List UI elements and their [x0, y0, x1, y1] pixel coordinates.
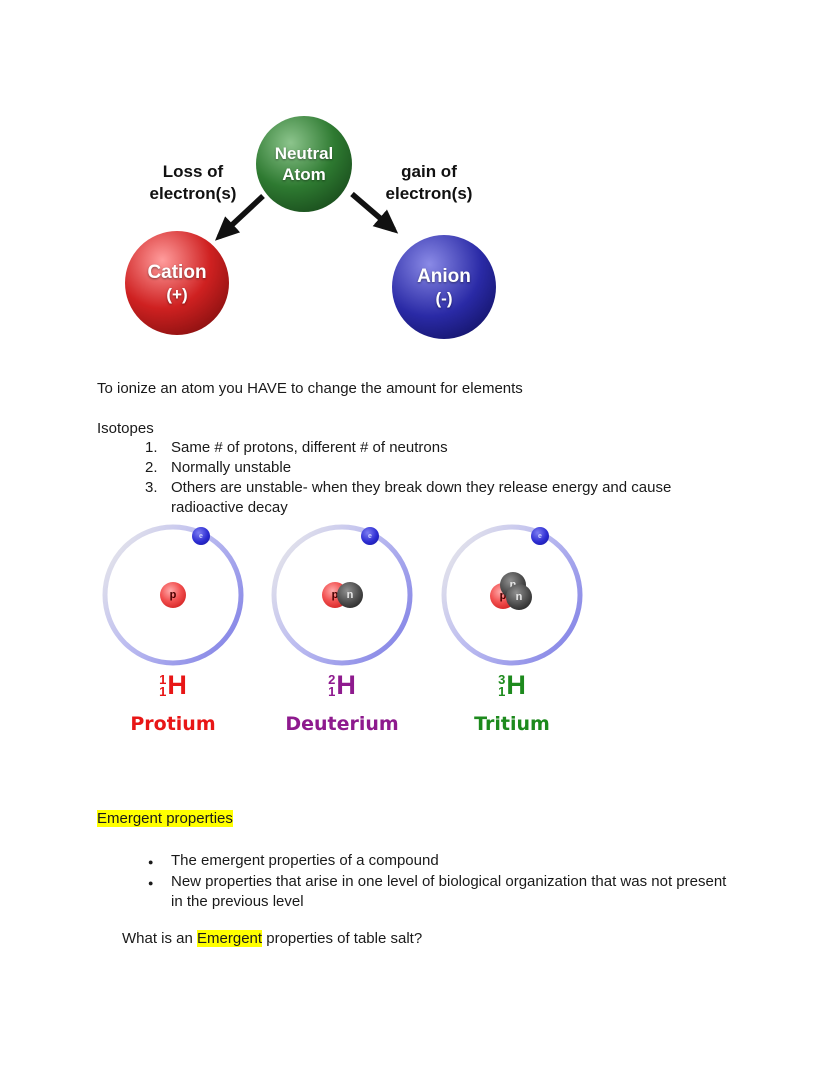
emergent-heading-text: Emergent properties	[97, 810, 233, 827]
list-item: 3. Others are unstable- when they break …	[145, 478, 703, 518]
cation-charge: (+)	[166, 284, 188, 304]
electron-orbit	[271, 524, 413, 666]
list-item-text: The emergent properties of a compound	[171, 852, 439, 869]
neutron-label: n	[515, 591, 523, 603]
list-item: New properties that arise in one level o…	[145, 872, 737, 912]
isotope-name: Protium	[130, 713, 216, 735]
element-symbol: H	[506, 670, 526, 700]
cation-sphere: Cation (+)	[125, 231, 229, 335]
cation-label: Cation	[147, 261, 207, 283]
question-highlighted-word: Emergent	[197, 930, 263, 947]
proton-label: p	[331, 589, 339, 601]
proton-label: p	[169, 589, 177, 601]
emergent-heading: Emergent properties	[97, 809, 233, 829]
anion-charge: (-)	[435, 288, 453, 308]
mass-number: 2	[328, 671, 336, 687]
ionize-paragraph: To ionize an atom you HAVE to change the…	[97, 380, 523, 397]
isotope-name: Deuterium	[285, 713, 399, 735]
atomic-number: 1	[328, 683, 336, 699]
neutral-atom-sphere: Neutral Atom	[256, 116, 352, 212]
atomic-number: 1	[159, 683, 167, 699]
list-number: 2.	[145, 459, 158, 476]
element-symbol: H	[336, 670, 356, 700]
bullet-icon	[145, 872, 171, 912]
isotope-notation: 1 1 H	[98, 672, 248, 699]
isotopes-heading: Isotopes	[97, 420, 154, 437]
proton-particle: p	[160, 582, 186, 608]
mass-number: 1	[159, 671, 167, 687]
bullet-icon	[145, 851, 171, 872]
electron-orbit	[441, 524, 583, 666]
question-suffix: properties of table salt?	[262, 930, 423, 947]
isotope-atom-protium: e p 1 1 H Protium	[98, 520, 248, 755]
isotope-atom-deuterium: e p n 2 1 H Deuterium	[267, 520, 417, 755]
isotope-atom-tritium: e p n n 3 1 H Tritium	[437, 520, 587, 755]
neutron-particle: n	[506, 584, 532, 610]
list-item: The emergent properties of a compound	[145, 851, 737, 872]
list-item-text: Normally unstable	[171, 459, 292, 476]
mass-number: 3	[498, 671, 506, 687]
electron-particle: e	[531, 527, 549, 545]
electron-label: e	[199, 532, 203, 540]
isotope-notation: 3 1 H	[437, 672, 587, 699]
list-item-text: New properties that arise in one level o…	[171, 873, 727, 910]
element-symbol: H	[167, 670, 187, 700]
question-prefix: What is an	[122, 930, 198, 947]
list-number: 1.	[145, 439, 158, 456]
atomic-number: 1	[498, 683, 506, 699]
isotope-notation: 2 1 H	[267, 672, 417, 699]
list-item: 1. Same # of protons, different # of neu…	[145, 438, 703, 458]
list-item-text: Others are unstable- when they break dow…	[171, 479, 672, 516]
electron-label: e	[368, 532, 372, 540]
list-number: 3.	[145, 479, 158, 496]
isotopes-numbered-list: 1. Same # of protons, different # of neu…	[145, 438, 703, 518]
table-salt-question: What is an Emergent properties of table …	[122, 929, 762, 949]
gain-of-electrons-label: gain of electron(s)	[385, 162, 473, 203]
electron-particle: e	[361, 527, 379, 545]
emergent-bullet-list: The emergent properties of a compound Ne…	[145, 851, 737, 912]
neutron-label: n	[346, 589, 354, 601]
anion-sphere: Anion (-)	[392, 235, 496, 339]
proton-label: p	[499, 590, 507, 602]
electron-orbit	[102, 524, 244, 666]
anion-label: Anion	[417, 265, 471, 287]
list-item-text: Same # of protons, different # of neutro…	[171, 439, 448, 456]
neutron-particle: n	[337, 582, 363, 608]
electron-particle: e	[192, 527, 210, 545]
loss-of-electrons-label: Loss of electron(s)	[149, 162, 237, 203]
electron-label: e	[538, 532, 542, 540]
list-item: 2. Normally unstable	[145, 458, 703, 478]
isotope-name: Tritium	[474, 713, 550, 735]
